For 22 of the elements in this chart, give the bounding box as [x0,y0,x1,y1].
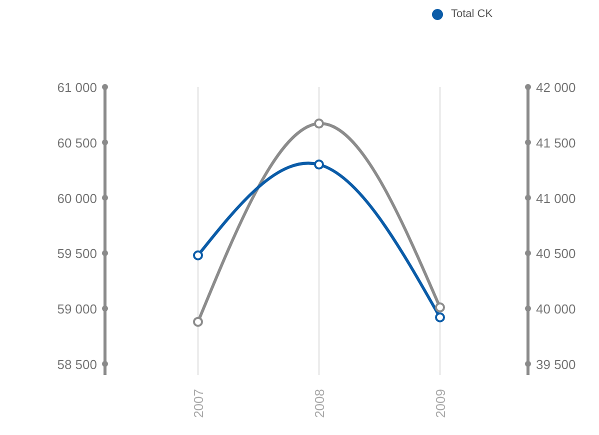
point [435,302,445,312]
point [435,312,445,322]
y2-tick-label: 40 000 [536,302,576,317]
point [314,118,324,129]
y2-tick-label: 41 500 [536,135,576,150]
x-tick-label: 2008 [312,389,327,418]
x-tick-label: 2009 [433,389,448,418]
y-tick-label: 59 000 [57,302,97,317]
y2-tick-label: 40 500 [536,246,576,262]
y-tick-label: 59 500 [57,246,97,262]
y-tick-label: 61 000 [57,80,97,95]
x-tick-label: 2007 [191,389,206,418]
y2-tick-label: 42 000 [536,80,576,95]
y-tick-label: 60 000 [57,190,97,206]
point [314,160,324,170]
y2-tick-label: 41 000 [536,190,576,206]
y2-tick-label: 39 500 [536,356,576,372]
y-tick-label: 60 500 [57,135,97,150]
point [193,250,203,260]
y-tick-label: 58 500 [57,356,97,372]
point [193,316,203,327]
legend-label: Total CK [451,8,493,20]
